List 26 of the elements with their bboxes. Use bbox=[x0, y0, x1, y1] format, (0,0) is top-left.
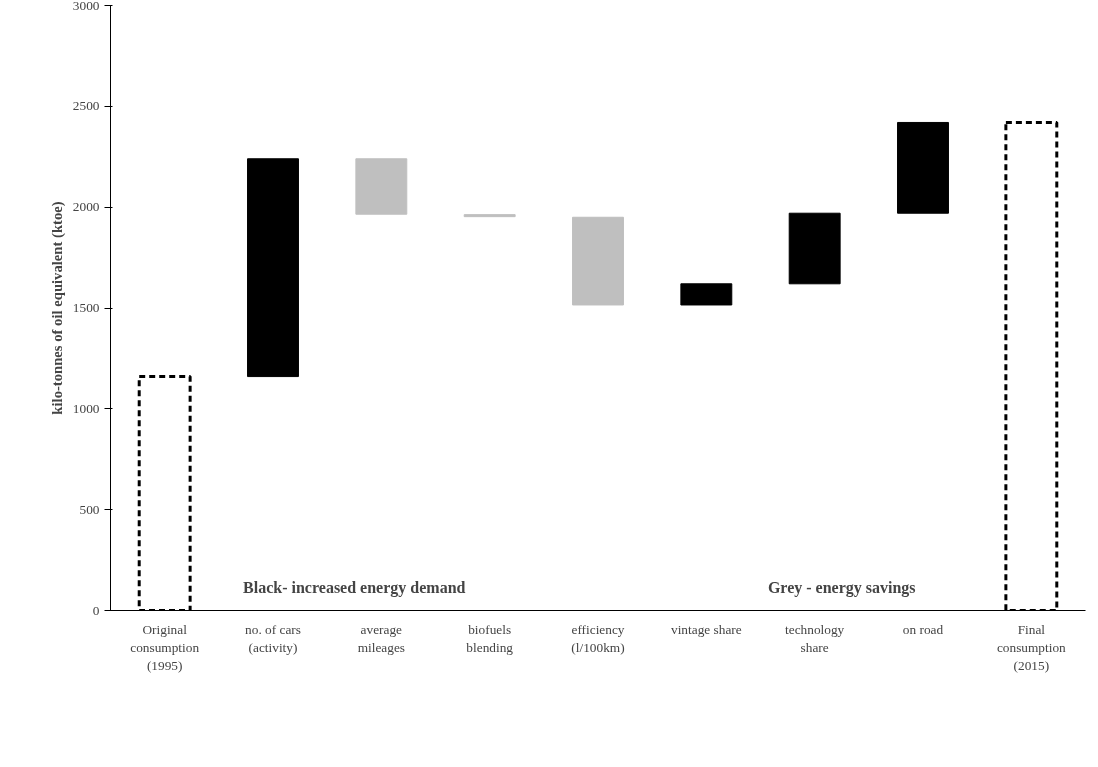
x-tick-label: vintage share bbox=[670, 621, 742, 637]
bar bbox=[463, 214, 516, 218]
x-tick-label: Original consumption (1995) bbox=[130, 621, 200, 673]
y-tick-label: 1000 bbox=[72, 400, 100, 416]
y-axis-title: kilo-tonnes of oil equivalent (ktoe) bbox=[48, 201, 66, 415]
x-tick-label: average mileages bbox=[357, 621, 406, 655]
x-tick-label: Final consumption (2015) bbox=[996, 621, 1067, 673]
y-tick-label: 3000 bbox=[72, 0, 100, 13]
bar bbox=[355, 158, 408, 215]
y-tick-label: 2000 bbox=[72, 199, 100, 215]
x-tick-label: no. of cars (activity) bbox=[245, 621, 301, 655]
y-tick-label: 1500 bbox=[72, 300, 100, 315]
annotation: Black- increased energy demand bbox=[243, 578, 466, 597]
y-tick-label: 0 bbox=[92, 602, 100, 618]
bar bbox=[247, 158, 299, 378]
bar bbox=[897, 121, 949, 214]
x-tick-label: on road bbox=[902, 621, 944, 637]
bar bbox=[572, 216, 624, 306]
bar bbox=[680, 283, 733, 306]
x-tick-label: efficiency (l/100km) bbox=[571, 621, 625, 655]
bar bbox=[788, 212, 841, 285]
x-tick-label: technology share bbox=[785, 621, 845, 655]
x-tick-label: biofuels blending bbox=[466, 621, 514, 655]
y-tick-label: 2500 bbox=[72, 98, 100, 114]
y-tick-label: 500 bbox=[79, 501, 100, 517]
annotation: Grey - energy savings bbox=[767, 578, 916, 597]
